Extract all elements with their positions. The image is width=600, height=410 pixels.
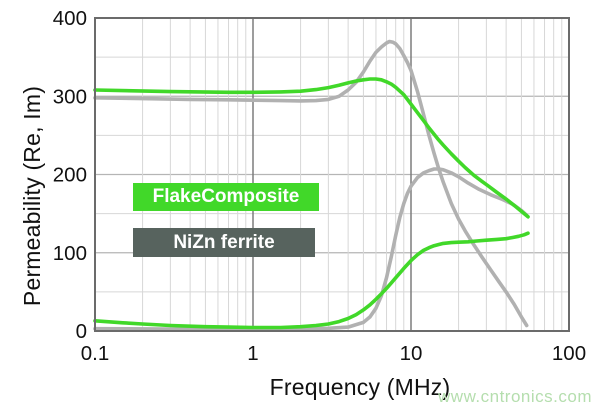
legend-label-flakecomposite: FlakeComposite — [152, 186, 300, 207]
y-axis-label: Permeability (Re, Im) — [19, 85, 45, 307]
curve-nizn-ferrite-im — [93, 167, 529, 331]
curve-nizn-ferrite-re — [93, 39, 529, 328]
x-axis-label: Frequency (MHz) — [269, 374, 451, 400]
curve-flakecomposite-re — [93, 77, 530, 219]
y-tick-label-400: 400 — [53, 7, 87, 30]
legend-item-nizn-ferrite: NiZn ferrite — [133, 228, 315, 257]
x-tick-label-10: 10 — [400, 342, 423, 365]
y-tick-label-100: 100 — [53, 242, 87, 265]
y-tick-label-300: 300 — [53, 85, 87, 108]
legend-label-nizn-ferrite: NiZn ferrite — [173, 231, 275, 253]
y-tick-label-0: 0 — [76, 320, 87, 343]
x-tick-label-0.1: 0.1 — [81, 342, 110, 365]
x-tick-label-1: 1 — [247, 342, 258, 365]
plot-border — [94, 17, 570, 332]
y-tick-label-200: 200 — [53, 164, 87, 187]
curve-flakecomposite-im — [93, 231, 530, 330]
watermark-text: www.cntronics.com — [438, 387, 592, 406]
x-tick-label-100: 100 — [552, 342, 586, 365]
legend-item-flakecomposite: FlakeComposite — [133, 183, 319, 211]
